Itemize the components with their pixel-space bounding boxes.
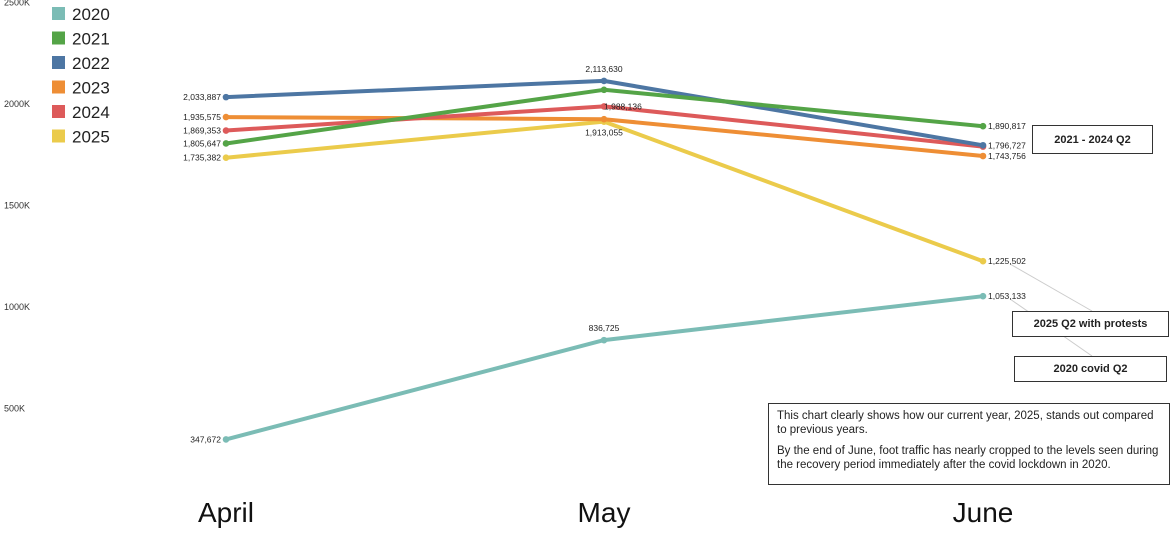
legend-label-2021: 2021 (72, 30, 110, 49)
data-label-2022: 1,796,727 (988, 140, 1026, 150)
callout-connectors (1009, 263, 1093, 357)
y-tick-label: 2500K (4, 0, 30, 8)
y-axis: 500K 1000K 1500K 2000K 2500K (4, 0, 30, 414)
callout-2020-covid: 2020 covid Q2 (1014, 356, 1167, 382)
data-label-2025: 1,225,502 (988, 256, 1026, 266)
data-label-2023: 1,743,756 (988, 151, 1026, 161)
data-label-2025: 1,913,055 (585, 128, 623, 138)
callout-2025-protests: 2025 Q2 with protests (1012, 311, 1169, 337)
legend-label-2022: 2022 (72, 54, 110, 73)
x-tick-label: May (578, 497, 631, 528)
data-point-2023 (979, 152, 987, 160)
y-tick-label: 1000K (4, 302, 30, 312)
note-paragraph-1: This chart clearly shows how our current… (777, 410, 1154, 436)
series-2025 (222, 118, 987, 265)
data-point-2024 (222, 127, 230, 134)
data-point-2025 (979, 257, 987, 265)
legend-label-2020: 2020 (72, 5, 110, 24)
legend-label-2024: 2024 (72, 103, 110, 122)
data-point-2021 (222, 140, 230, 147)
data-label-2021: 1,890,817 (988, 121, 1026, 131)
callout-2021-2024: 2021 - 2024 Q2 (1032, 125, 1153, 154)
data-label-2020: 347,672 (190, 434, 221, 444)
data-point-2020 (222, 436, 230, 443)
legend-swatch-2023 (52, 80, 65, 94)
series-2020 (222, 292, 987, 443)
data-label-2020: 836,725 (589, 323, 620, 333)
y-tick-label: 1500K (4, 201, 30, 211)
series-layer: 347,672 836,725 1,053,133 1,805,647 1,890,81… (183, 64, 1026, 444)
commentary-note: This chart clearly shows how our current… (768, 403, 1170, 485)
series-line-2025 (224, 119, 985, 264)
y-tick-label: 2000K (4, 99, 30, 109)
series-2024 (222, 103, 987, 150)
legend-swatch-2024 (52, 105, 65, 118)
x-axis: April May June (198, 497, 1013, 528)
data-point-2020 (979, 292, 987, 300)
data-point-2022 (979, 141, 987, 149)
callout-connector-2025 (1009, 263, 1093, 312)
y-tick-label: 500K (4, 404, 25, 414)
data-point-2021 (979, 122, 987, 130)
data-point-2022 (222, 93, 230, 101)
data-label-2021: 1,805,647 (183, 138, 221, 148)
x-tick-label: April (198, 497, 254, 528)
data-label-2023: 1,935,575 (183, 112, 221, 122)
series-2023 (222, 113, 987, 160)
legend-label-2023: 2023 (72, 79, 110, 98)
data-label-2020: 1,053,133 (988, 291, 1026, 301)
legend-label-2025: 2025 (72, 128, 110, 147)
legend-swatch-2025 (52, 129, 65, 143)
data-point-2021 (600, 86, 608, 94)
legend-swatch-2020 (52, 7, 65, 20)
data-point-2020 (600, 336, 608, 344)
data-point-2023 (600, 115, 608, 123)
legend: 2020 2021 2022 2023 2024 2025 (52, 5, 110, 147)
legend-swatch-2022 (52, 56, 65, 69)
data-label-2022: 2,113,630 (585, 64, 622, 74)
series-2021 (222, 86, 987, 147)
data-point-2025 (222, 154, 230, 162)
x-tick-label: June (953, 497, 1014, 528)
legend-swatch-2021 (52, 31, 65, 45)
data-label-2025: 1,735,382 (183, 153, 221, 163)
data-point-2024 (600, 103, 608, 110)
data-point-2023 (222, 113, 230, 121)
data-label-2024: 1,988,136 (604, 101, 642, 111)
series-2022 (222, 77, 987, 149)
data-label-2022: 2,033,887 (183, 92, 221, 102)
data-point-2022 (600, 77, 608, 85)
note-paragraph-2: By the end of June, foot traffic has nea… (777, 445, 1159, 471)
data-label-2024: 1,869,353 (183, 126, 221, 136)
